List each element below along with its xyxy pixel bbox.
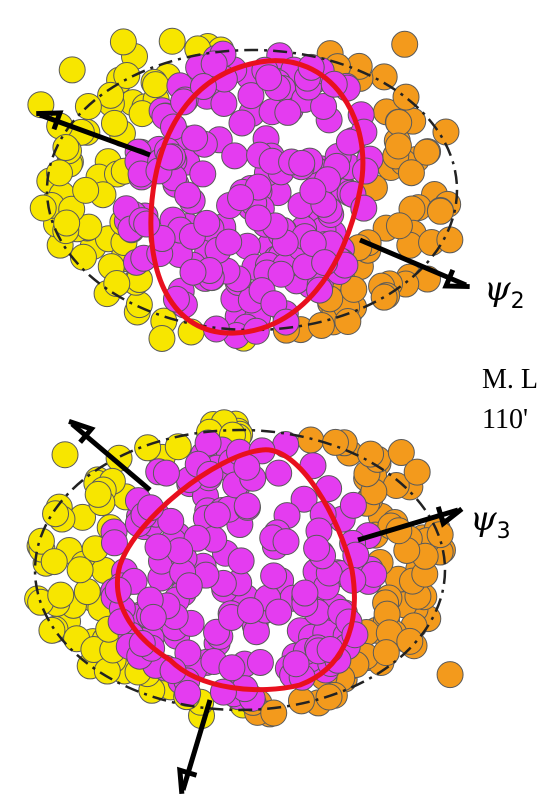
particle-magenta: [222, 143, 248, 169]
particle-yellow: [104, 271, 130, 297]
particle-orange: [404, 459, 430, 485]
particle-orange: [392, 31, 418, 57]
particle-orange: [437, 662, 463, 688]
particle-yellow: [41, 549, 67, 575]
particle-yellow: [52, 442, 78, 468]
particle-magenta: [194, 210, 220, 236]
arrow-head: [446, 270, 470, 287]
particle-magenta: [275, 99, 301, 125]
psi-label: ψ3: [470, 499, 511, 544]
particle-magenta: [300, 178, 326, 204]
particle-orange: [371, 284, 397, 310]
particle-orange: [308, 312, 334, 338]
psi-subscript: 2: [511, 289, 525, 314]
particle-orange: [433, 119, 459, 145]
psi-subscript: 3: [497, 519, 511, 544]
panel-top: [28, 28, 470, 351]
particle-yellow: [143, 72, 169, 98]
particle-yellow: [110, 29, 136, 55]
particle-orange: [397, 628, 423, 654]
particle-magenta: [237, 598, 263, 624]
particle-orange: [288, 688, 314, 714]
particle-magenta: [266, 599, 292, 625]
particle-orange: [261, 700, 287, 726]
particle-yellow: [149, 325, 175, 351]
particle-yellow: [59, 57, 85, 83]
particle-orange: [437, 227, 463, 253]
particle-orange: [386, 110, 412, 136]
particle-magenta: [216, 229, 242, 255]
particle-magenta: [175, 680, 201, 706]
particle-magenta: [292, 580, 318, 606]
particle-magenta: [304, 535, 330, 561]
particle-magenta: [182, 125, 208, 151]
particle-magenta: [180, 259, 206, 285]
arrow-head: [438, 507, 462, 524]
particle-magenta: [283, 651, 309, 677]
side-text-1: M. L: [482, 364, 538, 395]
particle-yellow: [159, 28, 185, 54]
particle-yellow: [85, 481, 111, 507]
particle-orange: [371, 64, 397, 90]
particle-magenta: [247, 649, 273, 675]
particle-magenta: [219, 655, 245, 681]
particle-magenta: [140, 604, 166, 630]
particle-magenta: [145, 534, 171, 560]
panel-bottom: [25, 410, 463, 794]
particle-magenta: [266, 460, 292, 486]
particle-yellow: [101, 110, 127, 136]
particle-orange: [385, 133, 411, 159]
particle-magenta: [245, 205, 271, 231]
particle-orange: [386, 213, 412, 239]
particle-orange: [398, 160, 424, 186]
particle-magenta: [352, 158, 378, 184]
particle-magenta: [229, 110, 255, 136]
particle-orange: [358, 441, 384, 467]
particle-magenta: [261, 563, 287, 589]
particle-yellow: [30, 195, 56, 221]
side-text-2: 110': [482, 404, 528, 435]
particle-magenta: [134, 211, 160, 237]
figure: M. L110'ψ2ψ3: [0, 0, 546, 808]
particle-yellow: [43, 501, 69, 527]
particle-magenta: [273, 529, 299, 555]
particle-magenta: [289, 150, 315, 176]
particle-magenta: [228, 185, 254, 211]
psi-label: ψ2: [484, 269, 525, 314]
particle-orange: [427, 198, 453, 224]
arrow-head: [180, 770, 197, 794]
particle-yellow: [67, 557, 93, 583]
particle-magenta: [175, 182, 201, 208]
particle-orange: [335, 308, 361, 334]
particle-magenta: [204, 502, 230, 528]
psi-symbol: ψ: [484, 269, 511, 309]
psi-symbol: ψ: [470, 499, 497, 539]
particle-magenta: [176, 573, 202, 599]
particle-magenta: [211, 90, 237, 116]
particle-magenta: [153, 460, 179, 486]
particle-magenta: [340, 492, 366, 518]
particle-yellow: [126, 292, 152, 318]
particle-yellow: [73, 177, 99, 203]
particle-yellow: [48, 582, 74, 608]
particle-magenta: [256, 65, 282, 91]
page: M. L110'ψ2ψ3 (() => { const data = JSON.…: [0, 0, 546, 808]
particle-magenta: [228, 548, 254, 574]
particle-magenta: [234, 493, 260, 519]
particle-yellow: [70, 244, 96, 270]
